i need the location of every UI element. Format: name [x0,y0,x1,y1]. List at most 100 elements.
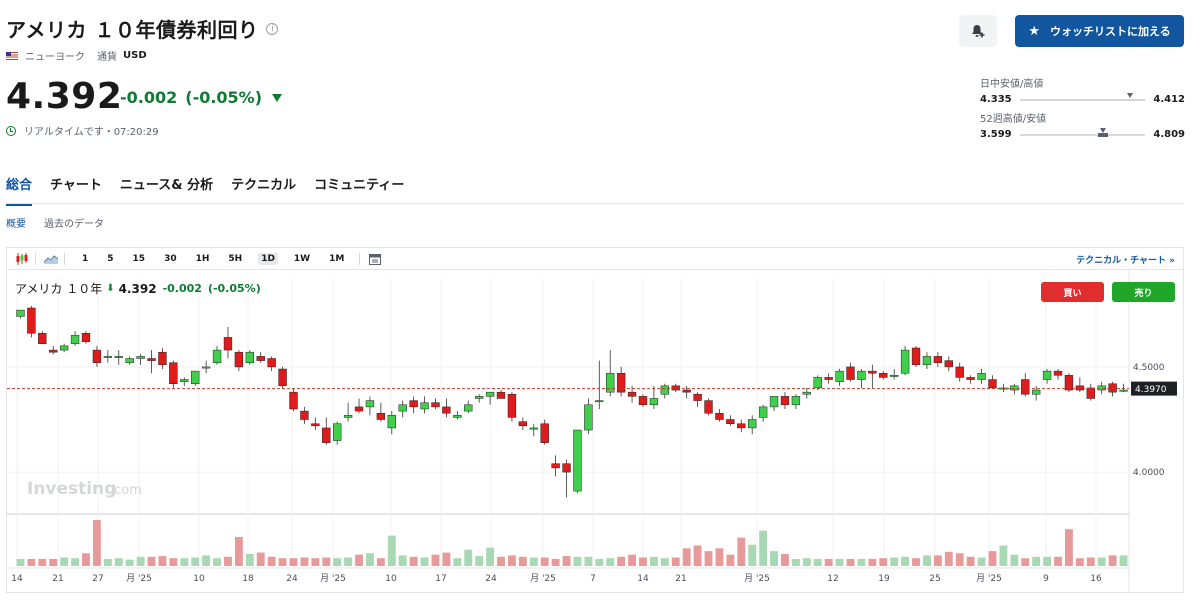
subtab-summary[interactable]: 概要 [6,219,26,230]
volume-bar [901,556,910,566]
candle-body [748,419,757,429]
last-price: 4.392 [6,76,123,117]
period-15[interactable]: 15 [132,253,146,264]
x-tick-label: 17 [435,574,446,584]
candle-body [343,415,353,418]
candle-body [1010,385,1019,391]
volume-bar [224,556,232,566]
area-chart-type-icon[interactable] [44,252,58,266]
volume-bar [1108,555,1117,566]
candle-body [529,427,538,430]
volume-bar [114,558,123,566]
volume-bar [879,558,888,566]
x-tick-label: 14 [11,574,23,584]
volume-bar [890,557,899,566]
candle-body [223,337,233,351]
candle-body [922,356,932,366]
candle-body [1097,385,1106,391]
sell-button[interactable]: 売り [1112,282,1175,302]
period-1d[interactable]: 1D [258,252,278,265]
market-name: ニューヨーク [25,52,85,63]
tab-chart[interactable]: チャート [50,178,102,193]
toolbar-divider [35,252,36,265]
x-tick-label: 19 [878,574,890,584]
candle-body [256,356,265,361]
add-to-watchlist-button[interactable]: ★ ウォッチリストに加える [1015,15,1184,47]
volume-bar [431,554,440,566]
candle-body [420,402,429,410]
period-1w[interactable]: 1W [293,253,311,264]
period-5h[interactable]: 5H [228,253,243,264]
volume-bar [529,557,538,566]
technical-chart-link[interactable]: テクニカル・チャート » [1076,256,1175,266]
buy-button[interactable]: 買い [1041,282,1104,302]
candle-body [715,412,724,420]
volume-bar [693,545,702,566]
investing-watermark: Investing [27,479,116,499]
candle-body [638,396,648,406]
volume-bar [857,558,866,566]
volume-bar [540,557,549,566]
candle-body [955,366,964,378]
volume-bar [1043,556,1052,566]
volume-bar [999,545,1008,566]
calendar-icon[interactable] [368,252,382,266]
period-5[interactable]: 5 [107,253,114,264]
candle-body [180,379,189,382]
period-1[interactable]: 1 [82,253,89,264]
volume-bar [442,552,451,566]
volume-bar [1097,557,1106,566]
candle-body [846,366,855,380]
currency-value: USD [123,50,147,61]
52-week-low: 3.599 [980,129,1012,140]
candlestick-type-icon[interactable] [15,252,29,266]
current-price-tag [1131,381,1177,396]
candle-body [671,385,680,391]
volume-bar [180,558,189,566]
candlestick-chart[interactable]: 4.5000 4.0000 Investing.com 4.3970 14 21 27 月 '… [7,248,1183,592]
x-tick-label: 21 [52,574,63,584]
volume-bar [1086,557,1095,566]
day-range-bar [1019,92,1146,101]
candle-body [627,391,637,397]
info-icon[interactable]: i [266,22,279,35]
candle-body [16,309,25,317]
subtab-historical-data[interactable]: 過去のデータ [44,219,104,230]
y-tick-label: 4.0000 [1133,468,1165,478]
candle-body [518,421,528,427]
candle-body [726,419,735,424]
alert-button[interactable] [959,15,997,47]
candle-body [813,377,822,389]
volume-bar [671,557,680,566]
candle-body [704,400,713,414]
chart-legend: アメリカ １０年 ⬇ 4.392 -0.002 (-0.05%) [15,280,261,297]
legend-down-arrow-icon: ⬇ [106,283,115,294]
tab-community[interactable]: コミュニティー [314,178,405,193]
tab-news-analysis[interactable]: ニュース& 分析 [119,178,214,193]
volume-bar [955,553,964,566]
candle-body [114,356,123,358]
candle-body [682,389,691,393]
tab-technical[interactable]: テクニカル [231,178,297,193]
tab-overview[interactable]: 総合 [6,174,33,206]
period-1h[interactable]: 1H [195,253,210,264]
candle-body [201,366,211,369]
candle-body [890,375,899,377]
volume-bar [802,558,811,566]
volume-bar [398,555,407,566]
period-1m[interactable]: 1M [329,253,345,264]
candle-body [365,400,375,408]
x-tick-label: 27 [92,574,103,584]
volume-bar [38,558,47,566]
candle-body [944,360,953,368]
x-tick-label: 月 '25 [744,573,770,584]
candle-body [267,358,276,368]
period-30[interactable]: 30 [164,253,177,264]
candle-body [496,391,506,399]
volume-bar [507,555,516,566]
volume-bar [355,554,363,566]
candle-body [1053,370,1063,376]
x-tick-label: 16 [1090,574,1102,584]
candle-body [1042,370,1052,380]
price-change: -0.002 (-0.05%) [120,88,283,107]
